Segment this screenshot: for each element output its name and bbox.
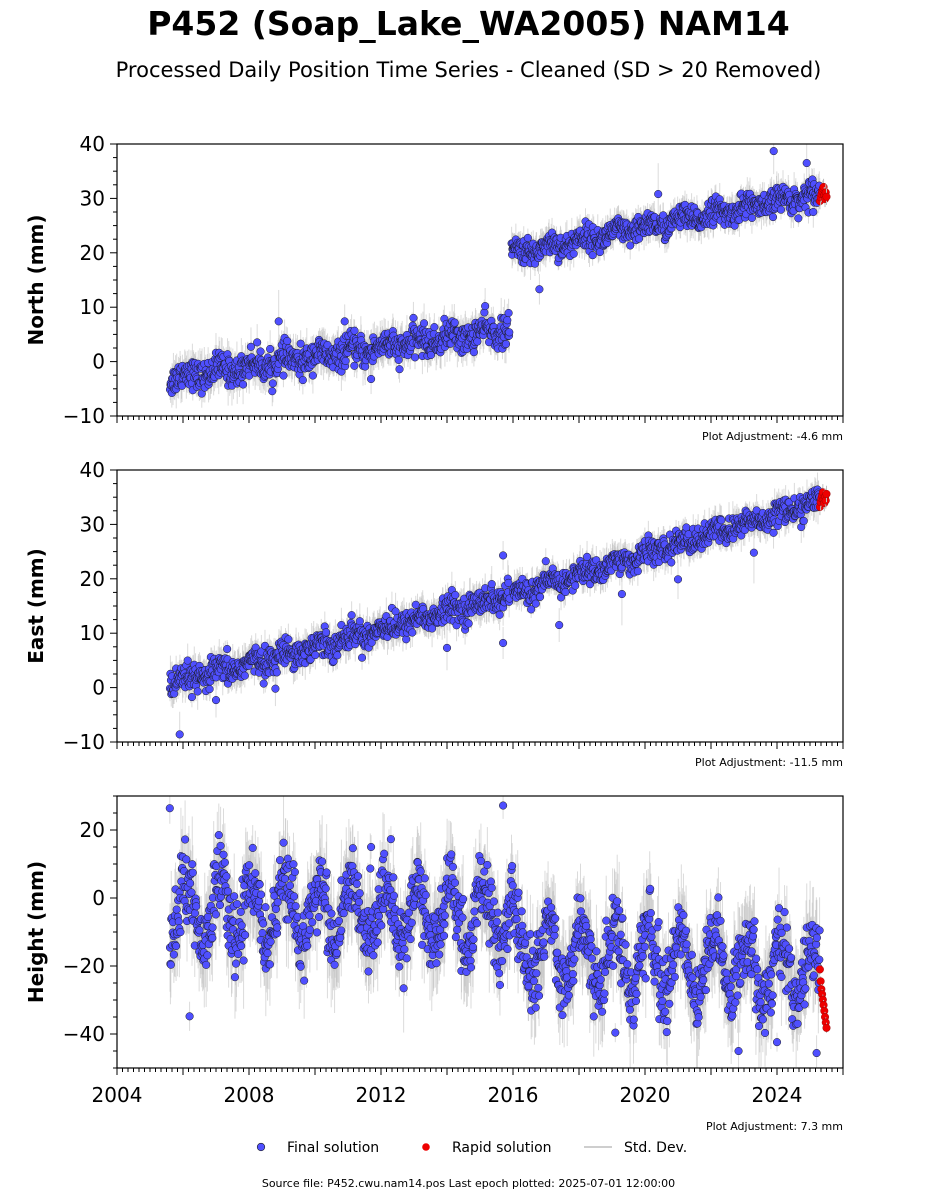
- final-solution-point: [776, 205, 786, 214]
- final-solution-point: [523, 233, 532, 242]
- final-solution-point: [311, 650, 320, 660]
- final-solution-point: [535, 285, 544, 294]
- y-tick-label: 10: [80, 295, 105, 319]
- y-tick-label: 20: [80, 241, 105, 265]
- final-solution-point: [505, 328, 514, 337]
- final-solution-point: [469, 348, 478, 357]
- final-solution-point: [504, 308, 513, 318]
- final-solution-point: [481, 302, 490, 311]
- final-solution-points: [165, 147, 824, 398]
- rapid-solution-point: [822, 192, 831, 201]
- final-solution-point: [272, 668, 281, 677]
- final-solution-point: [626, 241, 635, 250]
- final-solution-point: [595, 248, 604, 257]
- final-solution-point: [193, 687, 202, 696]
- chart-title: P452 (Soap_Lake_WA2005) NAM14: [147, 4, 790, 43]
- final-solution-point: [279, 371, 288, 380]
- chart-subtitle: Processed Daily Position Time Series - C…: [115, 58, 822, 82]
- final-solution-point: [450, 318, 459, 327]
- final-solution-point: [183, 656, 192, 665]
- final-solution-point: [473, 337, 482, 346]
- final-solution-point: [341, 356, 350, 366]
- y-axis-label: North (mm): [24, 214, 48, 345]
- final-solution-point: [246, 342, 256, 351]
- final-solution-point: [768, 213, 778, 222]
- final-solution-point: [410, 353, 420, 362]
- final-solution-point: [283, 336, 292, 346]
- final-solution-point: [322, 628, 331, 637]
- final-solution-point: [350, 361, 359, 370]
- final-solution-point: [256, 347, 265, 356]
- final-solution-point: [266, 344, 275, 354]
- final-solution-point: [769, 147, 778, 156]
- final-solution-point: [340, 317, 349, 326]
- final-solution-point: [187, 693, 196, 702]
- final-solution-point: [395, 365, 404, 374]
- final-solution-point: [501, 339, 511, 349]
- final-solution-point: [253, 338, 262, 347]
- final-solution-points: [165, 485, 824, 739]
- final-solution-point: [205, 685, 214, 694]
- final-solution-point: [569, 249, 578, 258]
- std-dev-bars: [169, 472, 821, 742]
- final-solution-point: [350, 326, 359, 335]
- final-solution-point: [654, 189, 663, 199]
- final-solution-point: [809, 207, 818, 217]
- final-solution-point: [588, 251, 597, 260]
- final-solution-point: [274, 317, 283, 326]
- final-solution-point: [659, 211, 668, 220]
- final-solution-point: [409, 313, 418, 322]
- final-solution-point: [430, 323, 439, 332]
- final-solution-point: [426, 350, 436, 360]
- final-solution-point: [268, 379, 277, 388]
- rapid-solution-points: [815, 178, 831, 210]
- final-solution-point: [223, 644, 232, 654]
- final-solution-point: [503, 316, 512, 325]
- final-solution-point: [394, 355, 403, 365]
- final-solution-point: [308, 371, 317, 380]
- final-solution-point: [259, 679, 268, 688]
- plot-adjustment-label: Plot Adjustment: -4.6 mm: [702, 430, 843, 443]
- panel-north: −10 0 10 20 30 40 North (mm) Plot Adjustment: -…: [24, 132, 844, 443]
- final-solution-point: [635, 234, 644, 243]
- final-solution-point: [802, 158, 811, 168]
- final-solution-point: [240, 671, 249, 680]
- final-solution-point: [298, 376, 307, 385]
- y-tick-label: 40: [80, 132, 105, 156]
- final-solution-point: [367, 374, 376, 384]
- y-tick-label: −10: [63, 404, 105, 428]
- final-solution-point: [747, 213, 756, 222]
- final-solution-point: [239, 380, 248, 389]
- y-tick-label: 30: [80, 186, 105, 210]
- final-solution-point: [296, 339, 305, 348]
- final-solution-point: [284, 635, 293, 644]
- y-tick-label: 0: [92, 350, 105, 374]
- final-solution-point: [268, 387, 277, 396]
- final-solution-point: [794, 214, 803, 223]
- final-solution-point: [420, 319, 429, 328]
